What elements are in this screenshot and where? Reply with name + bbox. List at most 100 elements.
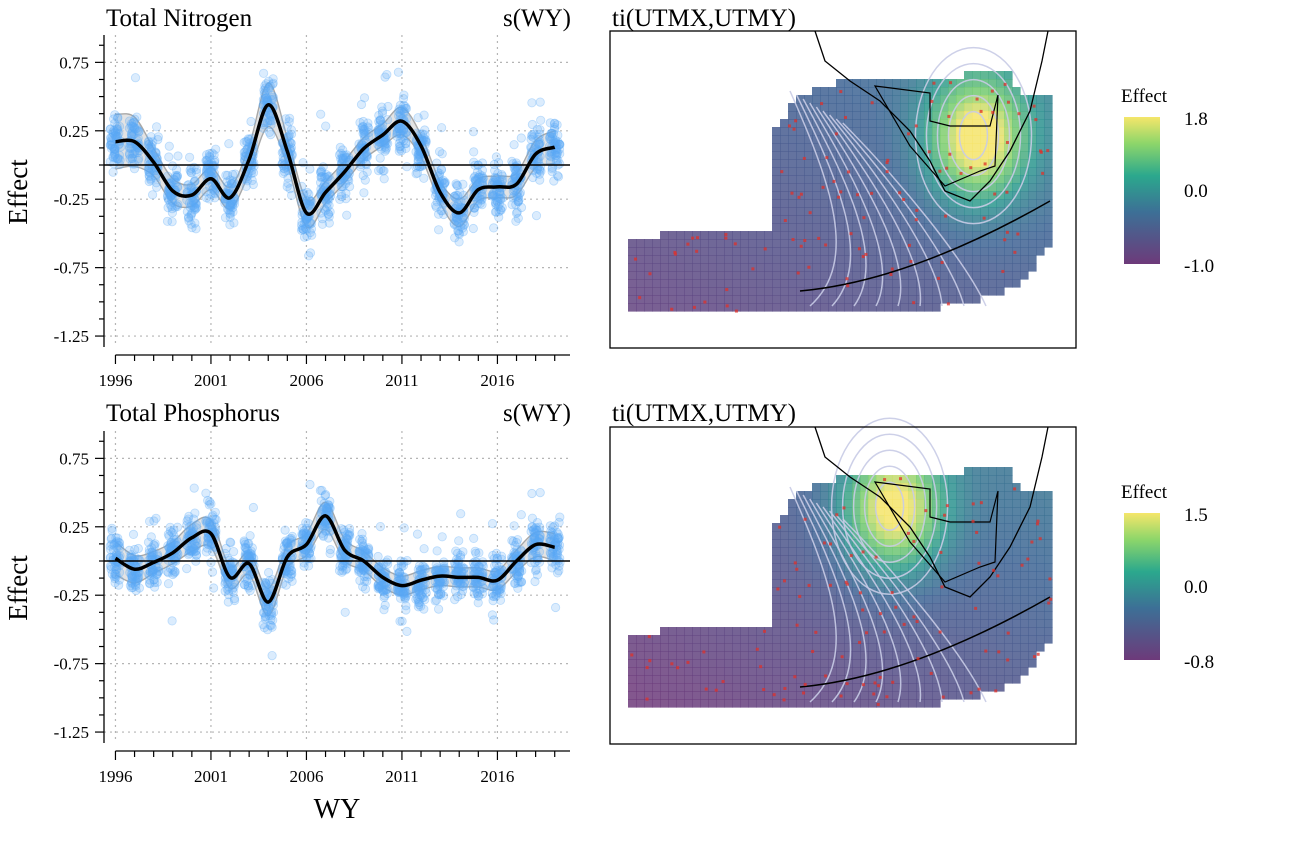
surface-cell — [1044, 231, 1053, 240]
surface-cell — [820, 619, 829, 628]
surface-cell — [940, 199, 949, 208]
residual-point — [208, 185, 218, 195]
surface-cell — [668, 255, 677, 264]
surface-cell — [988, 207, 997, 216]
surface-cell — [732, 295, 741, 304]
surface-cell — [1028, 191, 1037, 200]
surface-cell — [948, 295, 957, 304]
surface-cell — [1036, 183, 1045, 192]
surface-cell — [1044, 167, 1053, 176]
residual-point — [432, 158, 442, 168]
surface-cell — [876, 263, 885, 272]
residual-point — [474, 548, 484, 558]
surface-cell — [908, 175, 917, 184]
residual-point — [491, 589, 501, 600]
residual-point — [457, 586, 468, 596]
surface-cell — [788, 263, 797, 272]
surface-cell — [988, 79, 997, 88]
surface-cell — [732, 271, 741, 280]
residual-point — [152, 182, 162, 192]
surface-cell — [964, 135, 973, 144]
surface-cell — [972, 215, 981, 224]
surface-cell — [956, 499, 965, 508]
surface-cell — [1020, 255, 1029, 264]
residual-point — [454, 536, 464, 546]
surface-cell — [964, 555, 973, 564]
residual-point — [170, 202, 180, 212]
surface-cell — [932, 595, 941, 604]
residual-point — [206, 166, 216, 176]
residual-point — [191, 204, 201, 214]
residual-point — [262, 93, 272, 103]
x-tick-label: 1996 — [98, 767, 132, 786]
residual-point — [172, 172, 182, 182]
surface-cell — [796, 159, 805, 168]
surface-cell — [676, 295, 685, 304]
residual-point — [105, 561, 116, 571]
surface-cell — [964, 287, 973, 296]
station-point — [696, 236, 700, 240]
residual-point — [126, 121, 136, 131]
surface-cell — [756, 231, 765, 240]
surface-cell — [980, 611, 989, 620]
y-axis: 0.750.25-0.25-0.75-1.25 — [54, 431, 105, 743]
surface-cell — [772, 595, 781, 604]
surface-cell — [836, 239, 845, 248]
residual-point — [268, 615, 278, 625]
surface-cell — [660, 303, 669, 312]
surface-cell — [716, 263, 725, 272]
station-point — [914, 218, 918, 222]
surface-cell — [1036, 103, 1045, 112]
residual-point — [299, 561, 309, 571]
residual-point — [126, 129, 137, 139]
surface-cell — [908, 95, 917, 104]
surface-cell — [908, 103, 917, 112]
residual-point — [357, 538, 367, 548]
residual-point — [163, 190, 173, 200]
surface-cell — [636, 303, 645, 312]
surface-cell — [780, 611, 789, 620]
surface-cell — [916, 183, 925, 192]
surface-cell — [996, 563, 1005, 572]
surface-cell — [860, 95, 869, 104]
surface-cell — [764, 263, 773, 272]
residual-point — [209, 168, 219, 178]
surface-cell — [820, 303, 829, 312]
surface-cell — [788, 507, 797, 516]
surface-cell — [852, 87, 861, 96]
station-point — [820, 102, 824, 106]
surface-cell — [700, 231, 709, 240]
residual-point — [511, 161, 521, 172]
surface-cell — [1004, 603, 1013, 612]
grid-lines — [104, 35, 570, 347]
residual-point — [227, 584, 237, 595]
surface-cell — [908, 159, 917, 168]
surface-cell — [788, 207, 797, 216]
surface-cell — [804, 255, 813, 264]
surface-cell — [812, 263, 821, 272]
station-point — [948, 152, 952, 156]
residual-point — [144, 163, 154, 173]
residual-point — [151, 513, 161, 523]
residual-point — [186, 167, 196, 177]
residual-point — [129, 122, 140, 133]
residual-point — [184, 522, 194, 532]
surface-cell — [932, 539, 941, 548]
surface-cell — [876, 111, 885, 120]
surface-cell — [636, 263, 645, 272]
station-point — [648, 272, 652, 276]
x-tick-label: 2001 — [194, 371, 228, 390]
residual-point — [210, 186, 220, 196]
panel-subtitle: s(WY) — [503, 400, 571, 427]
residual-point — [144, 176, 154, 187]
residual-point — [205, 182, 215, 192]
surface-cell — [1028, 199, 1037, 208]
residual-point — [144, 143, 154, 153]
residual-point — [144, 136, 154, 146]
surface-cell — [940, 271, 949, 280]
surface-cell — [804, 271, 813, 280]
surface-cell — [1028, 563, 1037, 572]
surface-cell — [964, 627, 973, 636]
surface-cell — [788, 627, 797, 636]
residual-point — [210, 193, 220, 203]
